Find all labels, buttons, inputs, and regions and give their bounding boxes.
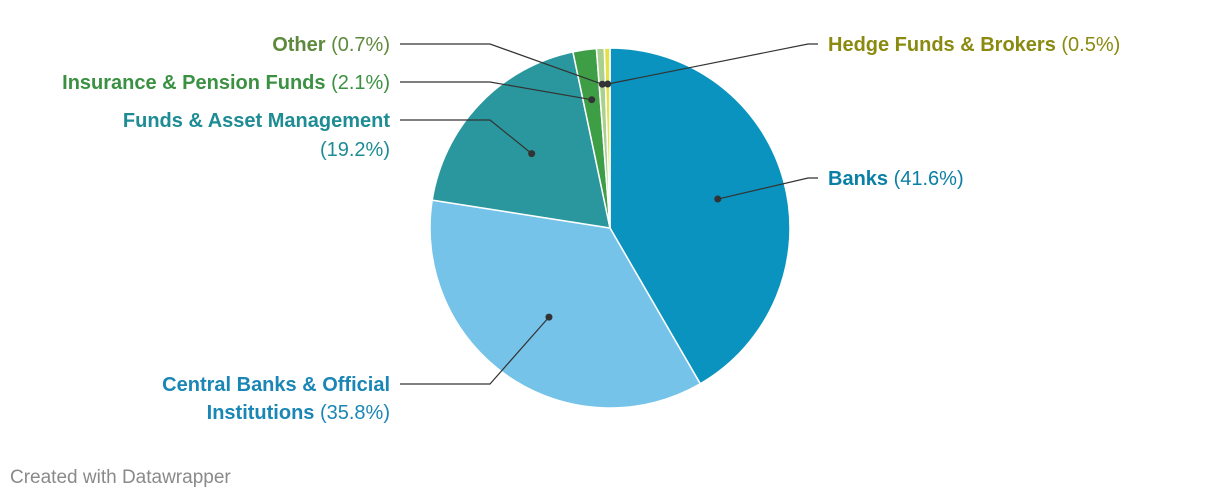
leader-line-hedge-funds — [607, 43, 818, 85]
credit-text: Created with Datawrapper — [10, 467, 231, 488]
slice-label-insurance-pension: Insurance & Pension Funds (2.1%) — [62, 72, 390, 94]
leader-line-insurance-pension — [400, 81, 592, 101]
slice-central-banks — [429, 199, 702, 409]
leader-line-funds-asset-management — [400, 119, 533, 155]
leader-dot-other — [598, 80, 606, 88]
slice-label-other: Other (0.7%) — [272, 34, 390, 56]
leader-dot-funds-asset-management — [528, 150, 536, 158]
leader-line-central-banks — [400, 316, 550, 385]
slice-hedge-funds — [603, 47, 611, 229]
leader-dot-banks — [714, 195, 722, 203]
slice-funds-asset-management — [431, 50, 611, 229]
leader-dot-insurance-pension — [588, 96, 596, 104]
slice-label-hedge-funds: Hedge Funds & Brokers (0.5%) — [828, 34, 1120, 56]
leader-dot-central-banks — [545, 313, 553, 321]
slice-label-banks: Banks (41.6%) — [828, 168, 964, 190]
leader-line-other — [400, 43, 603, 85]
leader-line-banks — [717, 177, 818, 200]
slice-banks — [609, 47, 791, 385]
slice-label-central-banks: Central Banks & Official Institutions (35… — [162, 374, 390, 424]
slice-label-funds-asset-management: Funds & Asset Management (19.2%) — [123, 110, 390, 161]
leader-dot-hedge-funds — [604, 80, 612, 88]
